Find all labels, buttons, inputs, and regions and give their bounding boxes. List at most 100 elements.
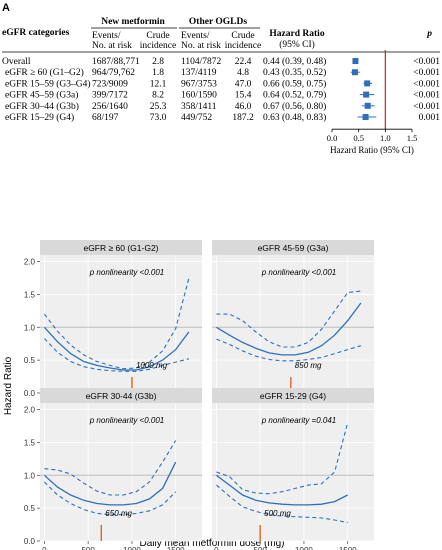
facet-title: eGFR ≥ 60 (G1-G2) — [83, 243, 158, 253]
p-nonlinearity-label: p nonlinearity =0.041 — [261, 416, 337, 425]
hazard-ratio-curve — [216, 302, 362, 356]
facet-strip — [212, 240, 374, 255]
row-hr-ci: 0.63 (0.48, 0.83) — [263, 112, 326, 123]
header-hazard-ratio: Hazard Ratio — [269, 29, 324, 39]
row-hr-ci: 0.66 (0.59, 0.75) — [263, 78, 326, 89]
header-at-risk-1: No. at risk — [92, 41, 132, 51]
y-tick-label: 1.5 — [24, 438, 36, 447]
panel-a-letter: A — [2, 2, 10, 14]
y-tick-label: 1.5 — [24, 290, 36, 299]
row-other-crude: 46.0 — [235, 102, 252, 112]
row-other-events: 137/4119 — [181, 68, 217, 78]
row-p-value: <0.001 — [413, 91, 440, 101]
hazard-ratio-curve — [43, 326, 190, 371]
y-tick-label: 0.0 — [24, 389, 36, 398]
header-category: eGFR categories — [2, 28, 70, 38]
header-incidence-2: incidence — [225, 41, 261, 51]
facet-title: eGFR 15-29 (G4) — [260, 391, 326, 401]
header-p: p — [426, 29, 432, 39]
p-nonlinearity-label: p nonlinearity <0.001 — [89, 268, 165, 277]
facet-strip — [40, 388, 202, 403]
row-p-value: <0.001 — [413, 68, 440, 78]
forest-point — [362, 114, 369, 120]
forest-point — [364, 80, 371, 87]
hazard-ratio-curve — [43, 461, 177, 506]
row-label: eGFR 15–29 (G4) — [5, 112, 74, 123]
header-new-metformin: New metformin — [101, 17, 165, 27]
forest-point — [352, 58, 359, 64]
header-crude-1: Crude — [146, 31, 169, 41]
forest-x-tick-label: 1.5 — [407, 133, 418, 143]
optimal-dose-label: 500 mg — [264, 509, 291, 518]
hazard-ratio-curve — [216, 474, 348, 506]
header-at-risk-2: No. at risk — [181, 41, 221, 51]
ci-upper-curve — [44, 440, 177, 496]
ci-lower-curve — [216, 484, 348, 524]
x-axis-title: Daily mean metformin dose (mg) — [139, 538, 284, 549]
row-label: eGFR ≥ 60 (G1–G2) — [5, 67, 84, 78]
row-label: eGFR 30–44 (G3b) — [5, 101, 79, 112]
row-other-events: 1104/7872 — [181, 57, 222, 67]
row-hr-ci: 0.44 (0.39, 0.48) — [263, 56, 326, 67]
row-metformin-crude: 73.0 — [150, 113, 167, 123]
row-metformin-events: 68/197 — [92, 113, 119, 123]
panel-b-letter: B — [4, 218, 12, 219]
forest-point — [363, 91, 370, 98]
row-p-value: <0.001 — [413, 57, 440, 67]
optimal-dose-label: 650 mg — [105, 509, 132, 518]
ci-lower-curve — [44, 481, 177, 516]
optimal-dose-label: 1000 mg — [136, 361, 168, 370]
header-ci: (95% CI) — [279, 39, 315, 50]
x-tick-label: 0 — [214, 546, 219, 550]
facet-background — [40, 403, 202, 541]
header-crude-2: Crude — [231, 31, 254, 41]
panel-a-forest-table: A eGFR categories New metformin Other OG… — [2, 2, 440, 155]
forest-point — [364, 102, 371, 109]
row-other-events: 358/1411 — [181, 102, 217, 112]
row-other-crude: 4.8 — [237, 68, 249, 78]
y-tick-label: 0.0 — [24, 537, 36, 546]
ci-upper-curve — [43, 277, 190, 370]
x-tick-label: 1000 — [295, 546, 313, 550]
row-other-crude: 47.0 — [235, 79, 252, 89]
row-other-events: 967/3753 — [181, 79, 217, 89]
forest-x-tick-label: 0.0 — [327, 133, 338, 143]
header-incidence-1: incidence — [140, 41, 176, 51]
y-tick-label: 1.0 — [24, 323, 36, 332]
row-hr-ci: 0.43 (0.35, 0.52) — [263, 67, 326, 78]
forest-x-axis-title: Hazard Ratio (95% CI) — [330, 145, 414, 155]
row-metformin-events: 723/9009 — [92, 79, 128, 89]
facet-title: eGFR 30-44 (G3b) — [86, 391, 157, 401]
row-other-events: 160/1590 — [181, 91, 217, 101]
header-events-1: Events/ — [92, 31, 121, 41]
y-tick-label: 0.5 — [24, 504, 36, 513]
forest-point — [351, 69, 358, 76]
x-tick-label: 500 — [253, 546, 267, 550]
panel-b-dose-response-figure: B Hazard Ratio Daily mean metformin dose (… — [3, 218, 374, 550]
x-tick-label: 500 — [81, 546, 95, 550]
row-other-crude: 187.2 — [232, 113, 254, 123]
row-p-value: <0.001 — [413, 79, 440, 89]
forest-x-tick-label: 0.5 — [353, 133, 364, 143]
y-tick-label: 2.0 — [24, 406, 36, 415]
row-hr-ci: 0.67 (0.56, 0.80) — [263, 101, 326, 112]
facet-title: eGFR 45-59 (G3a) — [258, 243, 329, 253]
row-other-crude: 22.4 — [235, 57, 252, 67]
ci-upper-curve — [216, 422, 349, 495]
row-p-value: <0.001 — [413, 102, 440, 112]
row-other-events: 449/752 — [181, 113, 212, 123]
header-events-2: Events/ — [181, 31, 210, 41]
row-metformin-crude: 12.1 — [150, 79, 167, 89]
x-tick-label: 0 — [42, 546, 47, 550]
p-nonlinearity-label: p nonlinearity <0.001 — [261, 268, 337, 277]
row-metformin-events: 256/1640 — [92, 102, 128, 112]
row-hr-ci: 0.64 (0.52, 0.79) — [263, 90, 326, 101]
ci-upper-curve — [216, 290, 361, 348]
row-metformin-crude: 1.8 — [152, 68, 164, 78]
row-label: eGFR 45–59 (G3a) — [5, 90, 78, 101]
row-metformin-crude: 8.2 — [152, 91, 164, 101]
y-tick-label: 0.5 — [24, 356, 36, 365]
facet-background — [212, 255, 374, 393]
